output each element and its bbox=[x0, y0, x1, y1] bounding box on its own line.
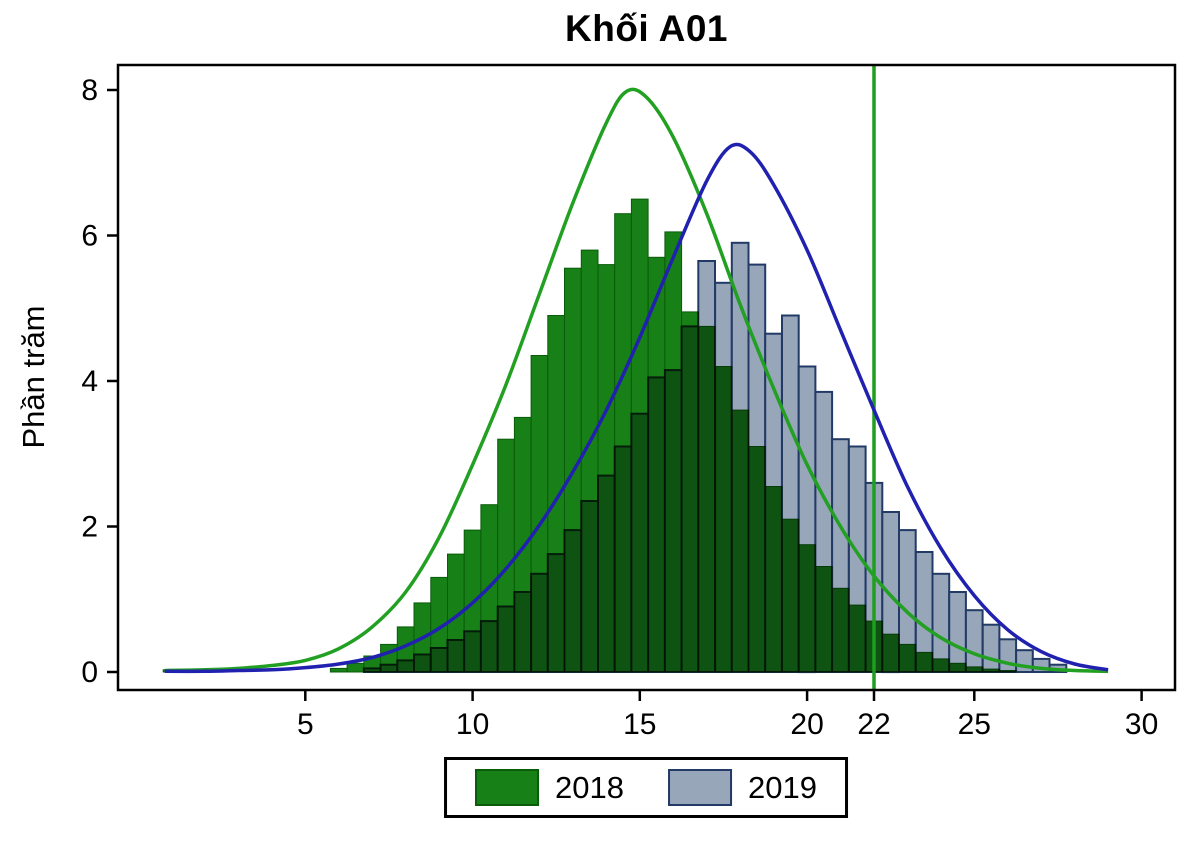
bar-2019 bbox=[814, 390, 834, 673]
bar-2019 bbox=[663, 369, 683, 673]
bar-2019 bbox=[580, 500, 599, 673]
x-tick-label: 5 bbox=[297, 708, 314, 741]
bar-2019 bbox=[680, 325, 700, 673]
bar-2018 bbox=[346, 662, 365, 673]
x-tick-label: 22 bbox=[857, 708, 890, 741]
bar-2019 bbox=[379, 663, 399, 674]
legend-item-2018: 2018 bbox=[475, 769, 624, 806]
x-tick-label: 15 bbox=[623, 708, 656, 741]
bar-2019 bbox=[797, 365, 817, 674]
density-curve-2019 bbox=[164, 142, 1109, 674]
bar-2019 bbox=[613, 445, 633, 673]
x-tick-label: 25 bbox=[958, 708, 991, 741]
plot-frame bbox=[116, 63, 1177, 692]
bar-2019 bbox=[530, 572, 549, 673]
chart-title: Khối A01 bbox=[565, 8, 728, 49]
bar-2019 bbox=[998, 638, 1018, 673]
bar-2019 bbox=[513, 591, 533, 673]
histogram-2019 bbox=[362, 241, 1068, 674]
bar-2019 bbox=[630, 412, 650, 673]
bar-2019 bbox=[446, 639, 466, 673]
y-tick-label: 8 bbox=[81, 74, 98, 107]
y-tick-label: 4 bbox=[81, 365, 98, 398]
legend-swatch-2019 bbox=[668, 769, 732, 806]
bar-2019 bbox=[496, 605, 516, 673]
legend-item-2019: 2019 bbox=[668, 769, 817, 806]
bar-2019 bbox=[831, 438, 850, 674]
bar-2019 bbox=[964, 609, 984, 674]
y-tick-label: 2 bbox=[81, 511, 98, 544]
bar-2019 bbox=[413, 653, 432, 673]
bar-2019 bbox=[781, 314, 800, 673]
bar-2018 bbox=[329, 667, 348, 673]
bar-2019 bbox=[362, 667, 382, 674]
bar-2019 bbox=[563, 529, 583, 673]
bar-2019 bbox=[546, 553, 566, 673]
bar-2019 bbox=[714, 281, 733, 673]
x-tick-label: 10 bbox=[456, 708, 489, 741]
bar-2019 bbox=[948, 591, 967, 673]
legend: 2018 2019 bbox=[444, 757, 848, 818]
bar-2019 bbox=[597, 474, 616, 673]
x-tick-label: 30 bbox=[1125, 708, 1158, 741]
bar-2019 bbox=[479, 620, 499, 673]
bar-2019 bbox=[396, 659, 415, 674]
legend-swatch-2018 bbox=[475, 769, 540, 806]
bar-2019 bbox=[463, 630, 482, 673]
bar-2019 bbox=[429, 647, 449, 673]
density-curve-2018 bbox=[164, 87, 1109, 674]
bar-2019 bbox=[881, 511, 900, 674]
y-tick-label: 0 bbox=[81, 656, 98, 689]
legend-label-2019: 2019 bbox=[748, 769, 817, 805]
bar-2019 bbox=[914, 551, 934, 673]
bar-2019 bbox=[647, 376, 666, 673]
bar-2019 bbox=[697, 260, 716, 673]
bar-2019 bbox=[981, 623, 1001, 674]
bar-2019 bbox=[931, 572, 951, 673]
y-tick-label: 6 bbox=[81, 220, 98, 253]
x-tick-label: 20 bbox=[790, 708, 823, 741]
legend-label-2018: 2018 bbox=[555, 769, 624, 805]
bar-2019 bbox=[898, 529, 917, 673]
bar-2019 bbox=[747, 263, 767, 673]
